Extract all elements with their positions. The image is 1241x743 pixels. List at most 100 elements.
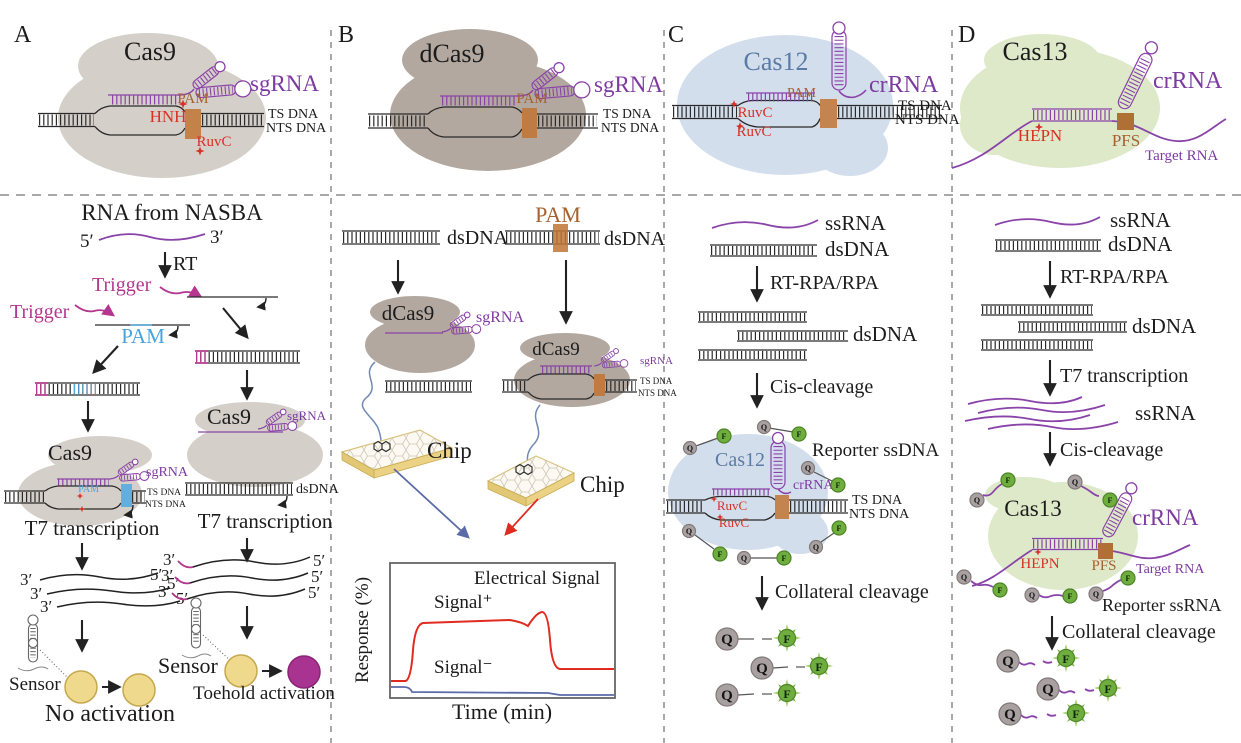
chip-right: Chip bbox=[486, 455, 625, 507]
positive-signal-arrow bbox=[504, 498, 539, 536]
ruvc-label-1: RuvC bbox=[717, 498, 747, 513]
graph-xlabel: Time (min) bbox=[452, 699, 552, 724]
fluorophore-letter: F bbox=[783, 632, 790, 646]
rt-label: RT bbox=[173, 253, 197, 275]
intact-rna-reporters: Q F Q F Q F Q F Q F bbox=[956, 472, 1136, 604]
dsdna-with-pam: dsDNA bbox=[505, 224, 666, 252]
cas9-dna-complex bbox=[38, 94, 264, 139]
fluorophore-letter: F bbox=[718, 550, 723, 559]
cleaved-reporters: Q F Q F Q F bbox=[715, 620, 837, 711]
amplified-dsdna bbox=[698, 311, 848, 361]
cas9-right-label: Cas9 bbox=[207, 404, 251, 429]
no-activation-label: No activation bbox=[45, 701, 175, 727]
sensor-sphere-on bbox=[224, 654, 258, 688]
quencher-letter: Q bbox=[686, 527, 692, 536]
cas9-label: Cas9 bbox=[124, 37, 176, 66]
dsdna-amplified-label: dsDNA bbox=[1132, 314, 1197, 338]
pam-blue-label: PAM bbox=[121, 324, 165, 348]
fluorophore-letter: F bbox=[998, 586, 1003, 595]
sgrna-small-label: sgRNA bbox=[287, 408, 327, 423]
cas9-protein-lobe bbox=[78, 33, 218, 99]
cas12-dna-complex bbox=[672, 92, 942, 128]
nts-small-label: NTS DNA bbox=[145, 500, 186, 510]
quencher-letter: Q bbox=[961, 573, 967, 582]
pam-label: PAM bbox=[516, 91, 547, 107]
pam-site-box bbox=[775, 495, 789, 519]
dcas9-label: dCas9 bbox=[420, 39, 485, 68]
three-prime: 3′ bbox=[163, 550, 175, 569]
nts-small-label: NTS DNA bbox=[849, 507, 910, 522]
dsdna-label: dsDNA bbox=[825, 237, 890, 261]
pam-blue-box bbox=[121, 484, 132, 507]
fluorophore-letter: F bbox=[1006, 476, 1011, 485]
cas9-left-label: Cas9 bbox=[48, 440, 92, 465]
sensor-sphere-off-2 bbox=[122, 673, 156, 707]
ts-small-label: TS DNA bbox=[147, 488, 181, 498]
cas12-label: Cas12 bbox=[744, 47, 809, 76]
fluorophore-letter: F bbox=[1068, 592, 1073, 601]
chip-right-label: Chip bbox=[580, 472, 625, 497]
ssrna-target bbox=[994, 216, 1101, 226]
three-prime: 3′ bbox=[161, 566, 173, 585]
fluorophore-letter: F bbox=[722, 432, 727, 441]
crrna-label: crRNA bbox=[869, 72, 939, 98]
fluorophore-letter: F bbox=[783, 687, 790, 701]
panel-d-workflow: ssRNA dsDNA RT-RPA/RPA dsDNA T7 transcri… bbox=[956, 208, 1222, 731]
crrna-small-label: crRNA bbox=[793, 478, 834, 493]
dsdna-label: dsDNA bbox=[604, 228, 666, 250]
ruvc-label-1: RuvC bbox=[737, 105, 772, 121]
collateral-label: Collateral cleavage bbox=[775, 581, 929, 603]
sgrna-small-left-label: sgRNA bbox=[146, 465, 189, 480]
quencher-letter: Q bbox=[761, 423, 767, 432]
ts-dna-label: TS DNA bbox=[603, 106, 652, 121]
pam-label: PAM bbox=[177, 91, 208, 107]
five-prime: 5′ bbox=[313, 551, 325, 570]
fluorophore-letter: F bbox=[837, 524, 842, 533]
reporter-ssrna-label: Reporter ssRNA bbox=[1102, 595, 1222, 615]
toehold-sensor-right: Sensor Toehold activation bbox=[158, 597, 335, 704]
dcas9-right-label: dCas9 bbox=[532, 339, 580, 360]
signal-pos-curve bbox=[391, 610, 614, 682]
ts-tiny-label: TS DNA bbox=[640, 376, 673, 386]
panel-d-top: D Cas13 crRNA HEPN PFS Target RNA bbox=[951, 22, 1227, 169]
nts-dna-label: NTS DNA bbox=[601, 120, 659, 135]
panel-c-workflow: ssRNA dsDNA RT-RPA/RPA dsDNA Cis-cleavag… bbox=[666, 211, 939, 711]
quencher-letter: Q bbox=[805, 464, 811, 473]
chip-left-label: Chip bbox=[427, 438, 472, 463]
pfs-small-label: PFS bbox=[1091, 558, 1116, 574]
hnh-label: HNH bbox=[150, 107, 187, 126]
rt-rpa-label: RT-RPA/RPA bbox=[1060, 266, 1169, 288]
cas9-no-pam-complex: Cas9 sgRNA dsDNA T7 transcription bbox=[185, 402, 340, 533]
ruvc-label-2: RuvC bbox=[719, 515, 749, 530]
ruvc-label: RuvC bbox=[196, 134, 231, 150]
five-prime: 5′ bbox=[311, 567, 323, 586]
quencher-letter: Q bbox=[1002, 654, 1014, 670]
nasba-rna-strand bbox=[98, 233, 206, 241]
graph-title: Electrical Signal bbox=[474, 568, 600, 589]
quencher-letter: Q bbox=[741, 554, 747, 563]
fluorophore-letter: F bbox=[1072, 707, 1079, 721]
cas12-protein-lobe bbox=[812, 120, 888, 176]
cas13-protein-bump bbox=[960, 95, 1030, 155]
cas13-protein-lobe bbox=[984, 34, 1100, 86]
pfs-label: PFS bbox=[1112, 131, 1140, 150]
cas9-pam-complex: Cas9 PAM TS DNA NTS DNA sgRNA T7 transcr… bbox=[4, 436, 189, 540]
cas13-reporter-complex: Cas13 crRNA HEPN PFS Target RNA bbox=[971, 477, 1205, 590]
quencher-letter: Q bbox=[1042, 682, 1054, 698]
ssrna-label: ssRNA bbox=[1110, 208, 1172, 232]
signal-neg-curve bbox=[391, 686, 614, 696]
fluorophore-letter: F bbox=[1104, 682, 1111, 696]
dcas9-left-label: dCas9 bbox=[382, 301, 435, 325]
nts-tiny-label: NTS DNA bbox=[638, 388, 677, 398]
pam-site-box bbox=[820, 99, 837, 128]
panel-c-top: C Cas12 crRNA PAM RuvC RuvC TS DNA NTS D… bbox=[668, 21, 960, 176]
fluorophore-letter: F bbox=[1062, 652, 1069, 666]
trigger-label-1: Trigger bbox=[92, 274, 152, 296]
electrical-signal-graph: Electrical Signal Signal⁺ Signal⁻ Respon… bbox=[352, 562, 616, 724]
dsdna-label: dsDNA bbox=[1108, 232, 1173, 256]
reporter-ssdna-label: Reporter ssDNA bbox=[812, 440, 939, 461]
quencher-letter: Q bbox=[1029, 591, 1035, 600]
amplified-dsdna bbox=[981, 304, 1127, 351]
dsdna-amplified-label: dsDNA bbox=[853, 322, 918, 346]
